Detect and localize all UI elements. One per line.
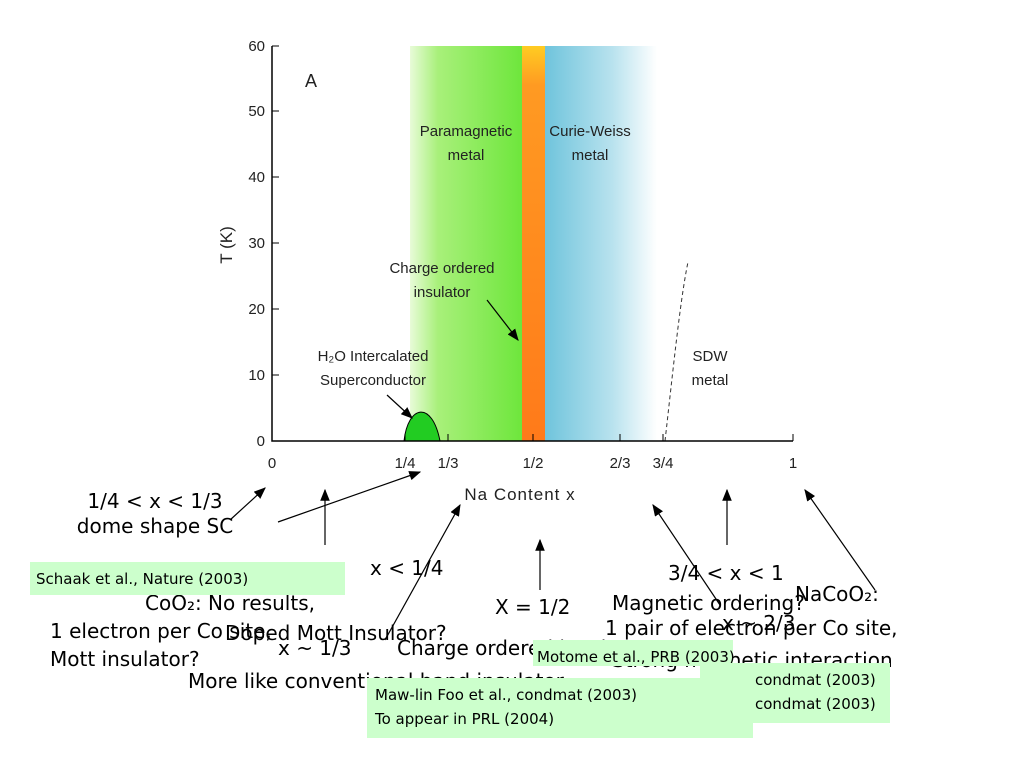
y-tick-label: 10 [248,367,265,384]
y-tick-label: 30 [248,235,265,252]
y-axis-label: T (K) [217,226,236,263]
x-tick-label: 0 [268,455,276,472]
panel-label: A [305,71,317,91]
green-region [410,46,522,441]
note-text: 1 pair of electron per Co site, [605,616,897,640]
reference-text: To appear in PRL (2004) [374,710,554,728]
figure-text: A 0 10 20 30 40 50 60 0 1/4 1/3 1/2 2/3 3/4 1 Na Conten… [217,38,797,504]
region-label: H₂O Intercalated [318,348,429,365]
note-text: x < 1/4 [370,556,444,580]
arrow [277,471,422,523]
note-text: 1/4 < x < 1/3 [87,489,222,513]
arrow [386,394,413,419]
arrows [229,299,876,641]
note-text: dome shape SC [77,514,233,538]
y-tick-label: 40 [248,169,265,186]
sc-dome [403,411,441,442]
reference-box [30,562,345,595]
reference: Maw-lin Foo et al., condmat (2003) To app… [367,678,753,738]
sdw-line [664,261,689,442]
reference-box [367,678,753,738]
note-text: x ~ 2/3 [722,611,796,635]
y-tick-label: 20 [248,301,265,318]
arrow [229,487,266,521]
region-label: metal [692,372,729,389]
x-tick-label: 1/4 [395,455,416,472]
note-text: X = 1/2 [495,595,570,619]
region-label: Charge ordered [389,260,494,277]
x-tick-label: 2/3 [610,455,631,472]
orange-region [522,46,545,441]
reference-text: condmat (2003) [755,695,876,713]
region-label: metal [448,147,485,164]
arrow [652,504,721,606]
y-tick-label: 60 [248,38,265,55]
blue-region [545,46,657,441]
x-tick-label: 1 [789,455,797,472]
reference: Motome et al., PRB (2003) [533,640,735,666]
x-tick-label: 3/4 [653,455,674,472]
region-label: SDW [693,348,729,365]
region-label: insulator [414,284,471,301]
reference-box [533,640,733,666]
note-text: NaCoO₂: [795,582,879,606]
reference-text: condmat (2003) [755,671,876,689]
note-text: 3/4 < x < 1 [668,561,784,585]
note-text: Magnetic ordering? [612,591,805,615]
x-axis-label: Na Content x [464,485,575,504]
y-tick-label: 0 [257,433,265,450]
note-text: Mott insulator? [50,647,200,671]
arrow [486,299,519,341]
x-tick-label: 1/3 [438,455,459,472]
arrow [384,503,461,641]
y-tick-label: 50 [248,103,265,120]
phase-regions [271,46,793,442]
reference: Schaak et al., Nature (2003) [30,562,345,595]
arrow [804,489,876,591]
region-label: Curie-Weiss [549,123,630,140]
region-label: Paramagnetic [420,123,513,140]
note-text: 1 electron per Co site, [50,619,272,643]
x-tick-label: 1/2 [523,455,544,472]
reference-text: Schaak et al., Nature (2003) [36,570,248,588]
region-label: Superconductor [320,372,426,389]
region-label: metal [572,147,609,164]
note-text: Doped Mott Insulator? [225,621,447,645]
reference-text: Motome et al., PRB (2003) [537,648,735,666]
note-text: x ~ 1/3 [278,636,352,660]
reference-text: Maw-lin Foo et al., condmat (2003) [375,686,637,704]
